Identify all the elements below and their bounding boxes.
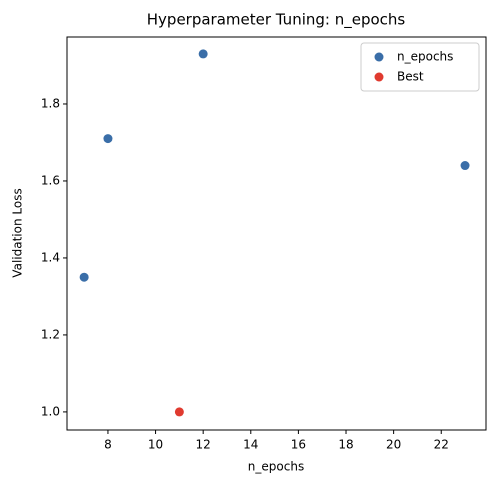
legend-marker	[374, 72, 384, 82]
x-tick-label: 16	[291, 438, 306, 452]
y-axis-label: Validation Loss	[11, 188, 25, 277]
y-tick-label: 1.8	[41, 96, 60, 110]
x-tick-label: 18	[338, 438, 353, 452]
plot-frame	[66, 36, 487, 431]
chart-title: Hyperparameter Tuning: n_epochs	[147, 11, 406, 30]
x-axis-label: n_epochs	[248, 460, 304, 474]
legend-label: Best	[397, 70, 424, 84]
y-tick-label: 1.2	[41, 327, 60, 341]
legend-marker	[374, 52, 384, 62]
point	[460, 161, 470, 171]
x-tick-label: 14	[243, 438, 258, 452]
y-tick-label: 1.4	[41, 250, 60, 264]
point	[103, 134, 113, 144]
y-tick-label: 1.6	[41, 173, 60, 187]
point	[198, 49, 208, 59]
legend-box	[360, 42, 480, 92]
legend-label: n_epochs	[397, 50, 453, 64]
point	[174, 407, 184, 417]
x-tick-label: 8	[104, 438, 112, 452]
x-tick-label: 22	[434, 438, 449, 452]
point	[79, 272, 89, 282]
x-tick-label: 10	[148, 438, 163, 452]
x-tick-label: 12	[196, 438, 211, 452]
y-tick-label: 1.0	[41, 404, 60, 418]
x-tick-label: 20	[386, 438, 401, 452]
